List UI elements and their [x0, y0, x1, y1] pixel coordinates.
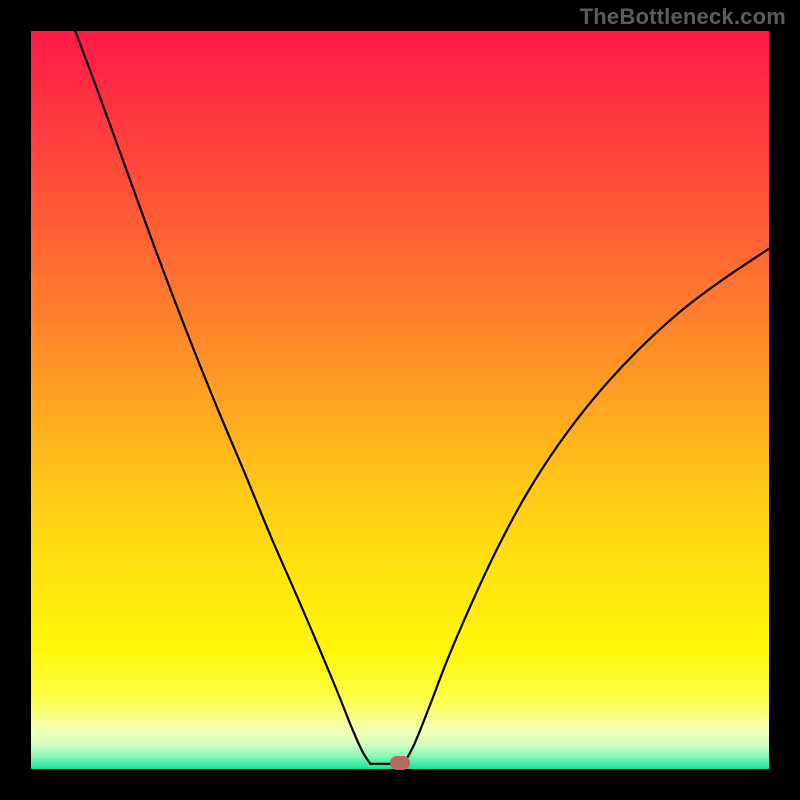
chart-container: TheBottleneck.com: [0, 0, 800, 800]
bottleneck-curve: [31, 31, 769, 769]
plot-area: [31, 31, 769, 769]
watermark-text: TheBottleneck.com: [580, 4, 786, 30]
optimal-point-marker: [390, 756, 410, 770]
